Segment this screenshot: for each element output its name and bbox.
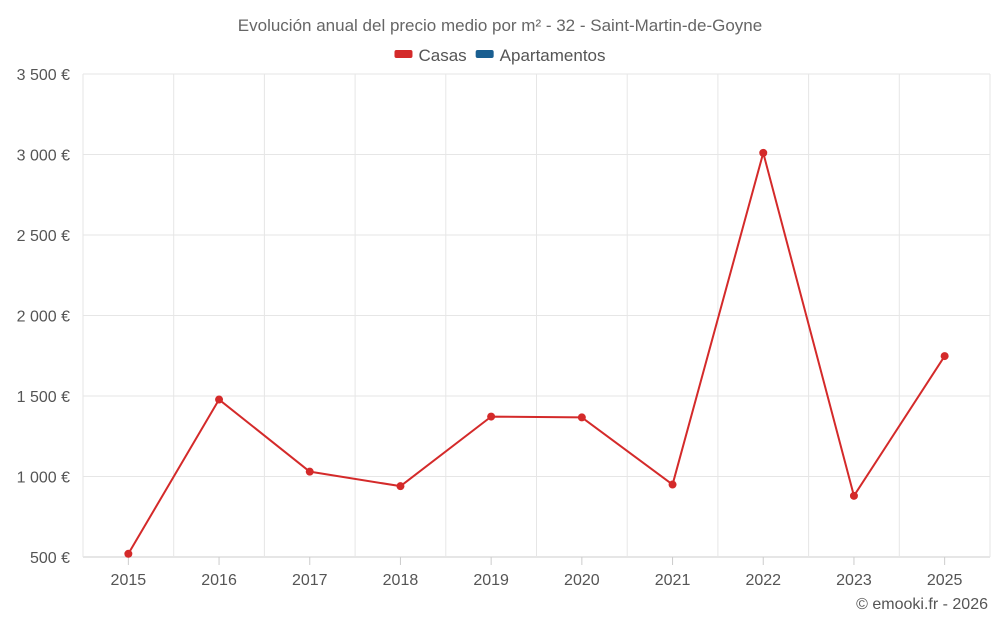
chart-series [124, 148, 949, 558]
data-point[interactable] [305, 467, 314, 476]
legend-swatch [394, 50, 413, 58]
legend-label: Casas [418, 46, 466, 65]
data-point[interactable] [396, 482, 405, 491]
x-tick-label: 2021 [655, 572, 691, 589]
y-tick-label: 3 500 € [17, 67, 70, 84]
y-tick-label: 1 500 € [17, 389, 70, 406]
credit-text: © emooki.fr - 2026 [856, 596, 988, 613]
x-tick-label: 2023 [836, 572, 872, 589]
x-tick-label: 2017 [292, 572, 328, 589]
y-tick-label: 500 € [30, 550, 70, 567]
x-axis: 2015 2016 2017 2018 2019 2020 2021 2022 2023 2025 [111, 557, 963, 589]
series-line-casas [127, 151, 946, 555]
data-point[interactable] [577, 413, 586, 422]
y-tick-label: 2 500 € [17, 228, 70, 245]
y-tick-label: 1 000 € [17, 470, 70, 487]
y-axis: 500 € 1 000 € 1 500 € 2 000 € 2 500 € 3 000 €… [17, 67, 70, 567]
data-point[interactable] [759, 148, 768, 157]
x-tick-label: 2022 [745, 572, 781, 589]
chart-title: Evolución anual del precio medio por m² … [238, 16, 762, 35]
legend-item-casas[interactable]: Casas [394, 46, 467, 65]
y-tick-label: 3 000 € [17, 148, 70, 165]
x-tick-label: 2016 [201, 572, 237, 589]
legend-label: Apartamentos [500, 46, 606, 65]
y-tick-label: 2 000 € [17, 309, 70, 326]
data-point[interactable] [849, 491, 858, 500]
data-point[interactable] [668, 480, 677, 489]
chart-grid [82, 73, 991, 558]
data-point[interactable] [940, 352, 949, 361]
legend-swatch [475, 50, 494, 58]
legend: Casas Apartamentos [394, 46, 606, 65]
x-tick-label: 2018 [383, 572, 419, 589]
data-point[interactable] [215, 395, 224, 404]
x-tick-label: 2020 [564, 572, 600, 589]
x-tick-label: 2019 [473, 572, 509, 589]
legend-item-apartamentos[interactable]: Apartamentos [475, 46, 606, 65]
x-tick-label: 2025 [927, 572, 963, 589]
data-point[interactable] [487, 412, 496, 421]
data-point[interactable] [124, 549, 133, 558]
x-tick-label: 2015 [111, 572, 147, 589]
